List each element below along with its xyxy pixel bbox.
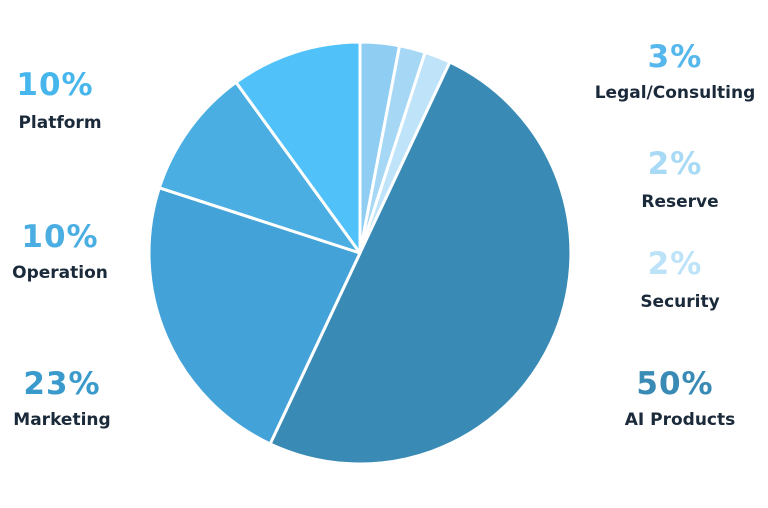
pct-label-reserve: 2% [647, 146, 703, 182]
pie-slice-platform [234, 40, 362, 255]
pct-label-marketing: 23% [23, 366, 101, 402]
pct-label-platform: 10% [16, 67, 94, 103]
pie-slice-marketing [147, 186, 362, 446]
pct-label-legal-consulting: 3% [647, 39, 703, 75]
pie-slice-ai-products [268, 60, 573, 466]
slice-label-marketing: Marketing [13, 410, 111, 430]
pct-label-ai-products: 50% [636, 366, 714, 402]
pie-slice-operation [157, 80, 362, 255]
slice-label-legal-consulting: Legal/Consulting [594, 83, 756, 103]
slice-label-ai-products: AI Products [624, 410, 736, 430]
slice-label-security: Security [640, 292, 720, 312]
pct-label-operation: 10% [21, 219, 99, 255]
slice-label-platform: Platform [18, 113, 102, 133]
slice-label-reserve: Reserve [641, 192, 719, 212]
pct-label-security: 2% [647, 246, 703, 282]
slice-label-operation: Operation [12, 263, 108, 283]
